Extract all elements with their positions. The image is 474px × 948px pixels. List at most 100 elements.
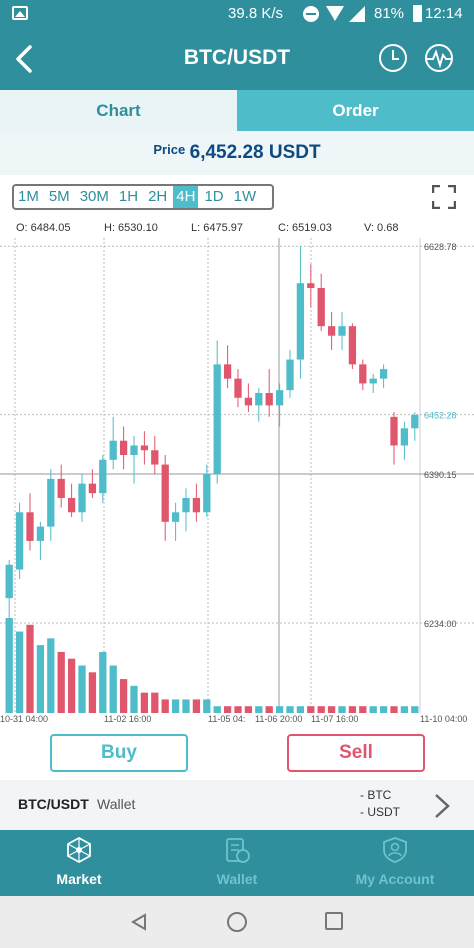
time-axis-label: 11-07 16:00 [311, 714, 358, 724]
page-title: BTC/USDT [183, 46, 291, 69]
volume-bar [369, 706, 377, 713]
volume-bar [15, 631, 24, 713]
candle-body [255, 392, 263, 406]
interval-1m[interactable]: 1M [18, 188, 39, 205]
candle-body [307, 283, 315, 288]
candle-body [317, 287, 325, 327]
volume-bar [213, 706, 221, 713]
system-recents-icon[interactable] [325, 912, 343, 930]
candle-body [296, 283, 305, 360]
candle-body [57, 478, 65, 498]
fullscreen-button[interactable] [431, 184, 457, 210]
ohlc-close: C: 6519.03 [278, 222, 332, 234]
volume-bar [67, 658, 76, 713]
chart-order-tabs: Chart Order [0, 90, 474, 131]
volume-bar [400, 706, 409, 713]
candle-body [379, 369, 388, 379]
volume-bar [109, 665, 117, 713]
nav-wallet[interactable]: Wallet [158, 830, 316, 896]
nav-wallet-label: Wallet [216, 871, 258, 887]
price-axis-label: 6628.78 [424, 242, 457, 252]
tab-chart[interactable]: Chart [0, 90, 237, 131]
nav-account[interactable]: My Account [316, 830, 474, 896]
time-axis-label: 10-31 04:00 [0, 714, 48, 724]
price-label: Price [153, 142, 186, 157]
price-value: 6,452.28 USDT [189, 142, 321, 163]
net-speed: 39.8 K/s [228, 5, 284, 22]
wallet-icon [226, 838, 250, 863]
candle-body [244, 397, 253, 406]
back-button[interactable] [8, 40, 44, 78]
interval-selector: 1M 5M 30M 1H 2H 4H 1D 1W [12, 184, 274, 210]
interval-1d[interactable]: 1D [204, 188, 224, 205]
interval-1h[interactable]: 1H [118, 188, 139, 205]
status-time: 12:14 [425, 5, 463, 22]
candle-body [411, 414, 419, 429]
status-bar: 39.8 K/s 81% 12:14 [0, 0, 474, 28]
depth-button[interactable] [423, 42, 455, 74]
candle-body [171, 512, 180, 522]
tab-order[interactable]: Order [237, 90, 474, 131]
wallet-summary[interactable]: BTC/USDT Wallet - BTC - USDT [0, 780, 474, 830]
time-axis-label: 11-02 16:00 [104, 714, 151, 724]
history-button[interactable] [377, 42, 409, 74]
wallet-coin-usdt: - USDT [360, 805, 400, 819]
candlestick-chart[interactable]: 6628.78 6452.28 6390.15 6234.00 10-31 04:00 1… [0, 238, 474, 728]
volume-bar [203, 699, 211, 713]
volume-bar [5, 618, 13, 713]
candle-body [67, 497, 76, 513]
candle-body [286, 359, 294, 391]
candle-body [47, 478, 55, 527]
volume-bar [26, 624, 34, 713]
system-home-icon[interactable] [227, 912, 247, 932]
fullscreen-icon [431, 184, 457, 210]
ohlc-volume: V: 0.68 [364, 222, 399, 234]
interval-1w[interactable]: 1W [233, 188, 257, 205]
candle-body [338, 326, 346, 336]
interval-5m[interactable]: 5M [48, 188, 70, 205]
volume-bar [36, 645, 45, 713]
volume-bar [296, 706, 305, 713]
battery-level: 81% [374, 5, 405, 22]
candle-body [151, 450, 159, 465]
volume-bar [234, 706, 242, 713]
price-axis-label: 6234.00 [424, 619, 457, 629]
battery-icon [413, 5, 422, 22]
sell-button[interactable]: Sell [287, 734, 425, 772]
signal-icon [349, 6, 365, 22]
volume-bar [307, 706, 315, 713]
candle-body [327, 326, 336, 336]
candle-body [119, 440, 128, 456]
volume-bar [140, 692, 149, 713]
volume-bar [182, 699, 190, 713]
chevron-right-icon [435, 794, 450, 818]
volume-bar [275, 706, 284, 713]
volume-bar [57, 651, 65, 713]
volume-bar [47, 638, 55, 713]
volume-bar [171, 699, 180, 713]
clock-icon [379, 44, 407, 72]
interval-4h[interactable]: 4H [173, 186, 199, 208]
nav-market[interactable]: Market [0, 830, 158, 896]
volume-bar [161, 699, 169, 713]
candle-body [203, 474, 211, 513]
volume-bar [223, 706, 232, 713]
candle-body [390, 416, 398, 446]
buy-button[interactable]: Buy [50, 734, 188, 772]
volume-bar [317, 706, 325, 713]
system-back-icon[interactable] [130, 913, 148, 931]
candle-body [109, 440, 117, 460]
interval-30m[interactable]: 30M [79, 188, 109, 205]
volume-bar [244, 706, 253, 713]
candle-body [26, 512, 34, 541]
volume-bar [286, 706, 294, 713]
wallet-coin-btc: - BTC [360, 788, 392, 802]
volume-bar [130, 685, 138, 713]
interval-2h[interactable]: 2H [148, 188, 168, 205]
volume-bar [119, 679, 128, 713]
account-icon [383, 837, 407, 863]
pulse-icon [425, 44, 453, 72]
back-arrow-icon [16, 45, 32, 73]
volume-bar [255, 706, 263, 713]
time-axis-label: 11-06 20:00 [255, 714, 302, 724]
